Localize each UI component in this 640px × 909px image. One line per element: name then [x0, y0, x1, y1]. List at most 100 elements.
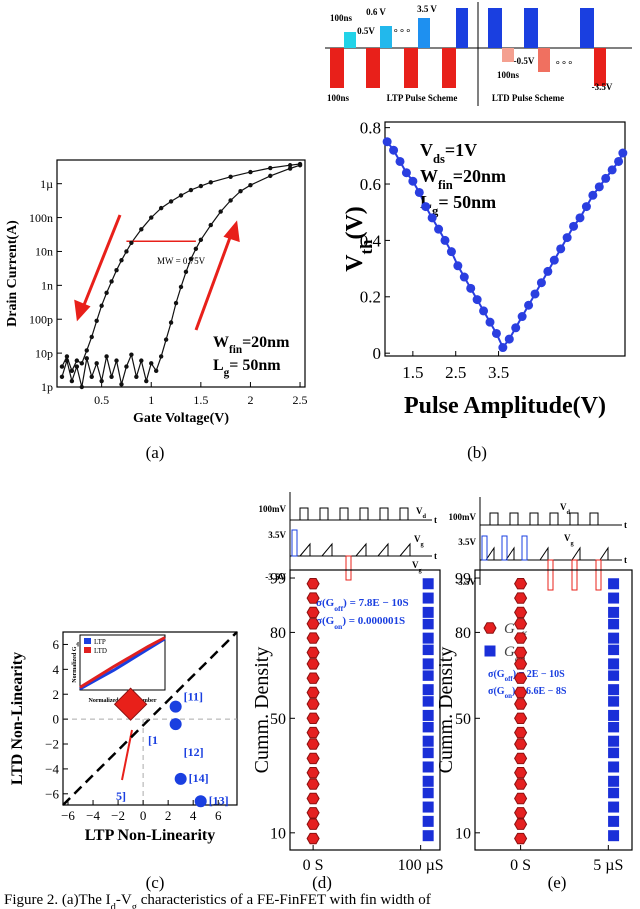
panel-label: (d) — [312, 873, 332, 892]
data-point — [421, 720, 435, 734]
arrowhead — [74, 299, 91, 322]
y-tick-label: 50 — [455, 711, 471, 728]
data-point — [440, 235, 450, 245]
data-point — [168, 320, 174, 325]
data-point — [306, 832, 320, 845]
data-point — [124, 249, 129, 254]
chart: 0.5 1 1.5 2 2.5 1p 10p 100p 1n 10n 100n 1µ Drain Cur… — [5, 159, 308, 426]
data-point — [514, 698, 528, 710]
annotation: 5] — [116, 789, 126, 803]
x-axis-label: Pulse Amplitude(V) — [404, 393, 606, 419]
data-line — [61, 163, 301, 373]
scheme-label: 100ns — [497, 70, 520, 80]
data-point — [607, 668, 621, 682]
scheme-label: 100ns — [330, 13, 353, 23]
data-point — [389, 145, 399, 155]
data-point — [89, 374, 94, 379]
subscript: d — [423, 513, 427, 520]
data-point — [588, 190, 598, 200]
data-point — [562, 233, 572, 243]
data-point — [607, 774, 621, 788]
data-point — [194, 795, 207, 808]
data-point — [472, 295, 482, 305]
data-point — [306, 807, 320, 819]
data-point — [99, 303, 104, 308]
subscript: d — [567, 509, 571, 516]
point-label: [12] — [184, 745, 204, 759]
data-point — [208, 180, 213, 185]
pulse-label: Vd — [416, 506, 427, 520]
chart: −6 −4 −2 0 2 4 6 −6 −4 −2 0 2 4 6 LTD Non-Linearity LTP… — [9, 631, 238, 844]
data-point — [174, 772, 187, 785]
data-point — [109, 374, 114, 379]
x-tick-label: −2 — [111, 808, 125, 823]
data-point — [169, 700, 182, 713]
data-point — [173, 300, 179, 306]
data-point — [514, 618, 528, 630]
text-part: (V) — [342, 206, 368, 239]
text-part: σ(G — [316, 615, 335, 627]
x-tick-label: 1 — [148, 393, 154, 407]
x-tick-label: 6 — [215, 808, 222, 823]
text-part: V — [560, 502, 567, 512]
data-point — [59, 374, 65, 379]
text-part: G — [504, 621, 515, 637]
pulse-train — [489, 512, 599, 526]
data-point — [421, 746, 435, 760]
data-point — [421, 577, 435, 591]
text-part: V — [564, 533, 571, 543]
pulse — [330, 48, 344, 88]
pulse — [380, 26, 392, 48]
text-part: σ(G — [488, 669, 505, 680]
pulse-label: 100mV — [449, 512, 477, 522]
text-part: V — [416, 506, 423, 516]
panel-label: (a) — [146, 443, 165, 462]
data-point — [607, 577, 621, 591]
panel-label: (c) — [146, 873, 165, 892]
scheme-label: -3.5V — [592, 82, 613, 92]
text-part: σ(G — [488, 686, 505, 697]
data-point — [607, 643, 621, 657]
x-tick-label: 0 S — [510, 857, 531, 874]
y-tick-label: −6 — [45, 786, 59, 801]
pulse-label: 3.5V — [458, 537, 476, 547]
data-point — [530, 289, 540, 299]
reference-line — [62, 631, 238, 806]
data-point — [543, 266, 553, 276]
data-point — [306, 752, 320, 765]
data-point — [139, 227, 144, 232]
data-point — [99, 378, 104, 384]
data-point — [607, 605, 621, 619]
data-point — [421, 734, 435, 748]
text-part: =20nm — [242, 334, 290, 351]
data-point — [382, 137, 392, 147]
text-part: = 50nm — [438, 192, 496, 212]
data-point — [228, 174, 233, 179]
data-point — [94, 361, 99, 366]
data-point — [498, 343, 508, 353]
data-point — [614, 156, 624, 166]
data-point — [607, 694, 621, 708]
data-point — [104, 354, 109, 359]
plot-frame — [474, 569, 633, 851]
data-point — [69, 368, 75, 374]
pulse — [501, 535, 508, 561]
data-point — [514, 752, 528, 765]
chart: 1.5 2.5 3.5 0 0.2 0.4 0.6 0.8 Vth(V) Pulse Amplit… — [342, 119, 626, 419]
scheme-label: 100ns — [327, 93, 350, 103]
data-point — [511, 323, 521, 333]
data-point — [421, 694, 435, 708]
pulse — [344, 32, 356, 48]
x-tick-label: 2.5 — [445, 363, 466, 382]
data-point — [421, 657, 435, 671]
data-point — [306, 578, 320, 590]
data-point — [114, 358, 119, 363]
data-point — [421, 829, 435, 843]
data-point — [74, 364, 80, 369]
y-tick-label: 100p — [29, 312, 53, 326]
caption: Figure 2. (a)The Id-Vg characteristics o… — [4, 892, 431, 909]
pulse — [547, 559, 554, 591]
data-point — [427, 213, 437, 223]
chart: 0 S 5 µS 10 50 80 99 Cumm. Density σ(Goff) = 2E… — [435, 569, 633, 874]
